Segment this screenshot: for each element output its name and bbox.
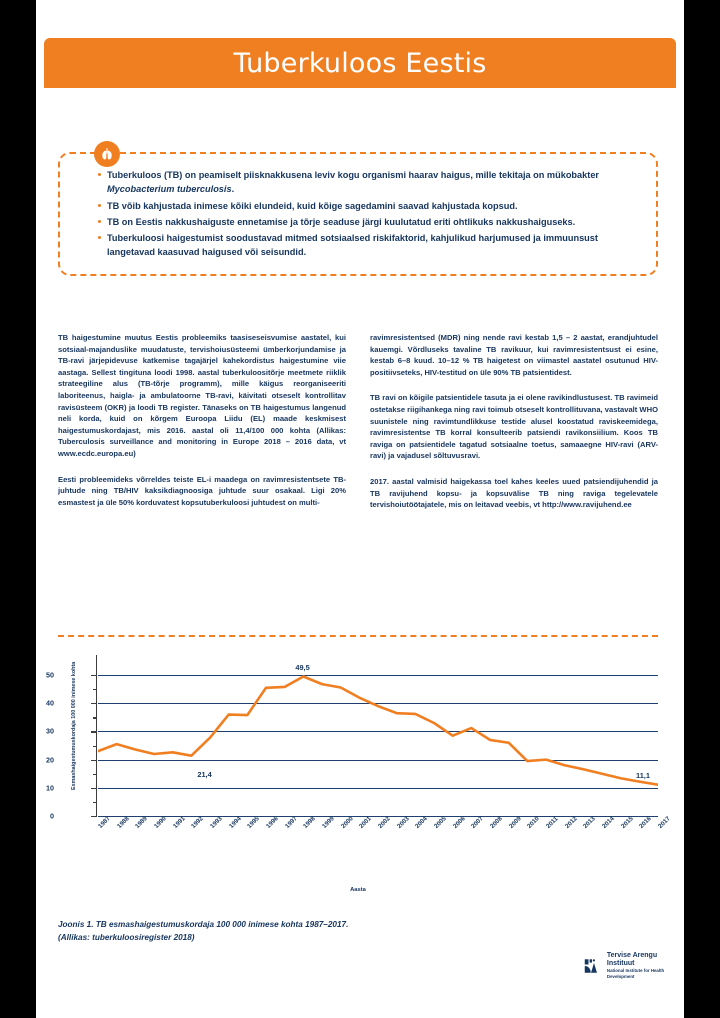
section-divider: [58, 635, 658, 637]
chart-x-tick-label: 2014: [601, 815, 616, 830]
chart-y-tickmark: [91, 675, 96, 677]
chart-x-tick-label: 1999: [321, 815, 336, 830]
chart-y-tickmark: [91, 731, 96, 733]
chart-x-tick-label: 2011: [545, 815, 560, 830]
chart-point-label: 49,5: [295, 662, 310, 672]
chart-y-minor-tickmark: [93, 801, 96, 804]
body-columns: TB haigestumine muutus Eestis probleemik…: [58, 332, 658, 511]
bullet-text-3: Tuberkuloosi haigestumist soodustavad mi…: [107, 233, 598, 258]
bullet-text-1: TB võib kahjustada inimese kõiki elundei…: [107, 200, 518, 211]
chart-x-tick-label: 2005: [433, 815, 448, 830]
chart-y-tick-label: 50: [46, 670, 54, 680]
chart-x-tick-label: 1989: [134, 815, 150, 830]
chart-plot-area: [98, 661, 658, 817]
chart-x-tick-label: 2002: [377, 815, 392, 830]
chart-x-tick-label: 2000: [339, 815, 355, 830]
bullet-text-0: Tuberkuloos (TB) on peamiselt piisknakku…: [107, 170, 600, 195]
key-facts-list: Tuberkuloos (TB) on peamiselt piisknakku…: [84, 168, 640, 260]
paragraph: ravimresistentsed (MDR) ning nende ravi …: [370, 333, 658, 377]
chart-x-tick-label: 2017: [657, 815, 672, 830]
chart-x-tick-label: 1991: [171, 815, 187, 830]
chart-x-tick-label: 1998: [302, 815, 318, 830]
figure-caption: Joonis 1. TB esmashaigestumuskordaja 100…: [58, 918, 528, 944]
chart-point-label: 11,1: [636, 770, 650, 780]
chart-y-tickmark: [91, 703, 96, 705]
chart-y-tick-label: 10: [46, 783, 54, 793]
institute-name-et: Tervise Arengu Instituut: [606, 952, 658, 967]
list-item: TB võib kahjustada inimese kõiki elundei…: [98, 199, 640, 213]
chart-y-minor-tickmark: [93, 773, 96, 775]
chart-x-tick-label: 2009: [507, 815, 523, 830]
chart-x-tick-label: 2006: [451, 815, 467, 830]
caption-line-1: Joonis 1. TB esmashaigestumuskordaja 100…: [58, 920, 349, 929]
chart-gridline: [98, 731, 658, 733]
chart-y-tickmark: [91, 816, 96, 818]
chart-y-minor-tickmark: [93, 745, 96, 747]
paragraph: TB ravi on kõigile patsientidele tasuta …: [370, 393, 658, 461]
chart-y-tickmark: [91, 787, 96, 789]
chart-y-tickmark: [91, 759, 96, 761]
chart-point-label: 21,4: [197, 769, 212, 779]
chart-y-tick-label: 0: [50, 811, 54, 821]
chart-x-tick-label: 2001: [358, 815, 374, 830]
chart-gridline: [98, 675, 658, 677]
institute-logo-mark: [584, 959, 597, 973]
bullet-text-2: TB on Eestis nakkushaiguste ennetamise j…: [107, 216, 576, 227]
left-column: TB haigestumine muutus Eestis probleemik…: [58, 332, 346, 511]
caption-line-2: (Allikas: tuberkuloosiregister 2018): [58, 933, 195, 942]
chart-gridline: [98, 703, 658, 705]
poster-page: Tuberkuloos Eestis Tuberkuloos (TB) on p…: [36, 0, 684, 1018]
institute-name-en: National Institute for Health Developmen…: [606, 968, 665, 979]
chart-x-tick-label: 2004: [414, 815, 430, 830]
chart-x-tick-label: 1987: [97, 815, 112, 830]
chart-x-tick-label: 1988: [115, 815, 131, 830]
page-header: Tuberkuloos Eestis: [44, 38, 676, 88]
chart-gridline: [98, 787, 658, 789]
chart-x-tick-label: 2008: [489, 815, 504, 830]
chart-y-tick-label: 30: [46, 726, 54, 736]
chart-y-tick-label: 40: [46, 698, 54, 708]
key-facts-box: Tuberkuloos (TB) on peamiselt piisknakku…: [58, 152, 658, 276]
chart-x-ticks: 1987 1988 1989 1990 1991 1992 1993 1994 1995 1996…: [97, 815, 672, 883]
chart-x-tick-label: 2013: [582, 815, 598, 830]
chart-x-tick-label: 2016: [638, 815, 654, 830]
chart-x-tick-label: 1993: [209, 815, 224, 830]
right-column: ravimresistentsed (MDR) ning nende ravi …: [370, 332, 658, 511]
chart-x-tick-label: 2007: [470, 815, 486, 830]
chart-y-minor-tickmark: [93, 689, 96, 691]
chart-x-tick-label: 1997: [283, 815, 299, 830]
chart-y-tick-label: 20: [46, 755, 54, 765]
chart-x-tick-label: 2015: [619, 815, 635, 830]
chart-x-tick-label: 1995: [246, 815, 262, 830]
list-item: Tuberkuloosi haigestumist soodustavad mi…: [98, 231, 640, 260]
chart-x-tick-label: 2003: [395, 815, 411, 830]
chart-gridline: [98, 816, 658, 817]
chart-x-tick-label: 1996: [265, 815, 280, 830]
chart-x-tick-label: 1992: [190, 815, 206, 830]
chart-x-tick-label: 2012: [563, 815, 579, 830]
paragraph: 2017. aastal valmisid haigekassa toel ka…: [370, 476, 658, 510]
chart-x-tick-label: 1994: [227, 815, 243, 830]
paragraph: TB haigestumine muutus Eestis probleemik…: [58, 333, 346, 458]
institute-logo: Tervise Arengu Instituut National Instit…: [584, 952, 684, 980]
chart-y-axis-spine: [96, 655, 98, 817]
list-item: Tuberkuloos (TB) on peamiselt piisknakku…: [98, 168, 640, 197]
chart-series-line: [98, 661, 658, 816]
chart-y-minor-tickmark: [93, 717, 96, 719]
tb-incidence-chart: Esmashaigestumuskordaja 100 000 inimese …: [46, 655, 672, 910]
paragraph: Eesti probleemideks võrreldes teiste EL-…: [58, 474, 346, 507]
chart-gridline: [98, 759, 658, 761]
list-item: TB on Eestis nakkushaiguste ennetamise j…: [98, 215, 640, 229]
chart-x-tick-label: 1990: [153, 815, 168, 830]
page-title: Tuberkuloos Eestis: [233, 47, 487, 79]
institute-logo-text: Tervise Arengu Instituut National Instit…: [607, 952, 684, 980]
chart-y-axis-label: Esmashaigestumuskordaja 100 000 inimese …: [71, 661, 77, 790]
chart-x-axis-label: Aasta: [350, 887, 366, 893]
lungs-icon: [94, 141, 120, 167]
chart-x-tick-label: 2010: [526, 815, 542, 830]
